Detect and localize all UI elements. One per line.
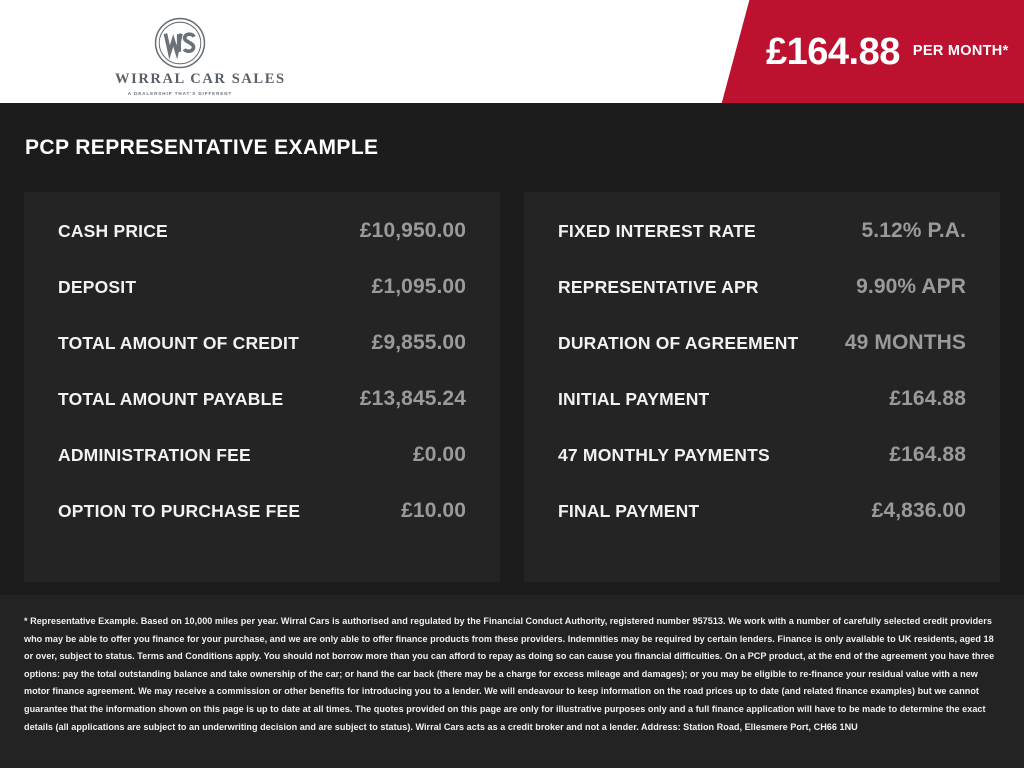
row-value: £9,855.00 <box>371 331 466 354</box>
finance-panels: CASH PRICE £10,950.00 DEPOSIT £1,095.00 … <box>24 192 1000 582</box>
row-value: 49 MONTHS <box>844 331 966 354</box>
dealership-logo[interactable]: WIRRAL CAR SALES A DEALERSHIP THAT'S DIF… <box>115 17 286 96</box>
logo-wordmark: WIRRAL CAR SALES <box>115 71 286 87</box>
monthly-price-period: PER MONTH* <box>912 42 1009 59</box>
row-label: FIXED INTEREST RATE <box>558 221 756 241</box>
page-title: PCP REPRESENTATIVE EXAMPLE <box>25 136 379 159</box>
monthly-price-amount: £164.88 <box>766 30 900 73</box>
row-label: CASH PRICE <box>58 221 168 241</box>
row-value: 9.90% APR <box>856 275 966 298</box>
table-row: FINAL PAYMENT £4,836.00 <box>558 499 966 555</box>
row-label: DURATION OF AGREEMENT <box>558 333 799 353</box>
row-label: FINAL PAYMENT <box>558 501 700 521</box>
row-value: £0.00 <box>412 443 466 466</box>
table-row: DEPOSIT £1,095.00 <box>58 275 466 331</box>
row-label: TOTAL AMOUNT PAYABLE <box>58 389 284 409</box>
row-label: TOTAL AMOUNT OF CREDIT <box>58 333 299 353</box>
table-row: ADMINISTRATION FEE £0.00 <box>58 443 466 499</box>
row-value: £164.88 <box>889 387 966 410</box>
disclaimer-section: * Representative Example. Based on 10,00… <box>0 595 1024 768</box>
row-label: 47 MONTHLY PAYMENTS <box>558 445 770 465</box>
row-value: £10,950.00 <box>359 219 466 242</box>
table-row: CASH PRICE £10,950.00 <box>58 219 466 275</box>
table-row: TOTAL AMOUNT PAYABLE £13,845.24 <box>58 387 466 443</box>
table-row: REPRESENTATIVE APR 9.90% APR <box>558 275 966 331</box>
row-label: ADMINISTRATION FEE <box>58 445 251 465</box>
row-value: £10.00 <box>401 499 466 522</box>
logo-tagline: A DEALERSHIP THAT'S DIFFERENT <box>127 90 233 96</box>
row-value: 5.12% P.A. <box>861 219 966 242</box>
finance-panel-left: CASH PRICE £10,950.00 DEPOSIT £1,095.00 … <box>24 192 500 582</box>
monthly-price-flash: £164.88 PER MONTH* <box>721 0 1024 103</box>
row-label: DEPOSIT <box>58 277 137 297</box>
table-row: FIXED INTEREST RATE 5.12% P.A. <box>558 219 966 275</box>
row-value: £4,836.00 <box>871 499 966 522</box>
row-label: REPRESENTATIVE APR <box>558 277 759 297</box>
row-label: OPTION TO PURCHASE FEE <box>58 501 301 521</box>
finance-panel-right: FIXED INTEREST RATE 5.12% P.A. REPRESENT… <box>524 192 1000 582</box>
row-value: £13,845.24 <box>359 387 466 410</box>
row-value: £1,095.00 <box>371 275 466 298</box>
row-value: £164.88 <box>889 443 966 466</box>
disclaimer-text: * Representative Example. Based on 10,00… <box>24 616 995 732</box>
table-row: DURATION OF AGREEMENT 49 MONTHS <box>558 331 966 387</box>
wirral-car-sales-monogram-icon <box>154 17 206 69</box>
table-row: INITIAL PAYMENT £164.88 <box>558 387 966 443</box>
page-header: WIRRAL CAR SALES A DEALERSHIP THAT'S DIF… <box>0 0 1024 103</box>
finance-details-section: PCP REPRESENTATIVE EXAMPLE CASH PRICE £1… <box>0 103 1024 595</box>
table-row: TOTAL AMOUNT OF CREDIT £9,855.00 <box>58 331 466 387</box>
row-label: INITIAL PAYMENT <box>558 389 710 409</box>
table-row: 47 MONTHLY PAYMENTS £164.88 <box>558 443 966 499</box>
table-row: OPTION TO PURCHASE FEE £10.00 <box>58 499 466 555</box>
